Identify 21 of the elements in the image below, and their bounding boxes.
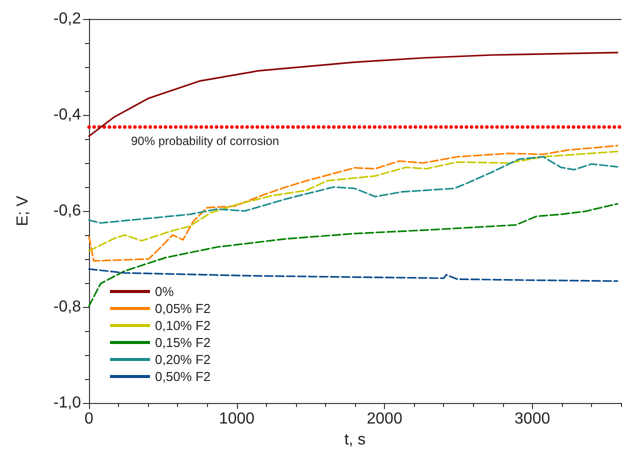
y-tick-label: -0,2 bbox=[53, 10, 82, 28]
line-series bbox=[88, 52, 618, 137]
legend-label: 0,10% F2 bbox=[155, 318, 211, 333]
legend-label: 0,15% F2 bbox=[155, 335, 211, 350]
y-tick-label: -1,0 bbox=[53, 394, 82, 412]
legend-label: 0,05% F2 bbox=[155, 301, 211, 316]
ref-line-label: 90% probability of corrosion bbox=[131, 134, 280, 148]
y-tick-label: -0,6 bbox=[53, 202, 82, 220]
legend-label: 0,50% F2 bbox=[155, 369, 211, 384]
x-tick-label: 0 bbox=[84, 410, 94, 428]
x-tick-label: 3000 bbox=[514, 410, 550, 428]
y-axis-title: E; V bbox=[14, 196, 32, 226]
y-tick-label: -0,8 bbox=[53, 298, 82, 316]
legend-label: 0,20% F2 bbox=[155, 352, 211, 367]
line-series bbox=[88, 268, 618, 282]
legend-label: 0% bbox=[155, 284, 174, 299]
x-tick-label: 1000 bbox=[218, 410, 255, 428]
line-series bbox=[88, 156, 618, 224]
x-axis-title: t, s bbox=[344, 431, 366, 448]
y-tick-label: -0,4 bbox=[53, 106, 82, 124]
x-tick-label: 2000 bbox=[366, 410, 402, 428]
